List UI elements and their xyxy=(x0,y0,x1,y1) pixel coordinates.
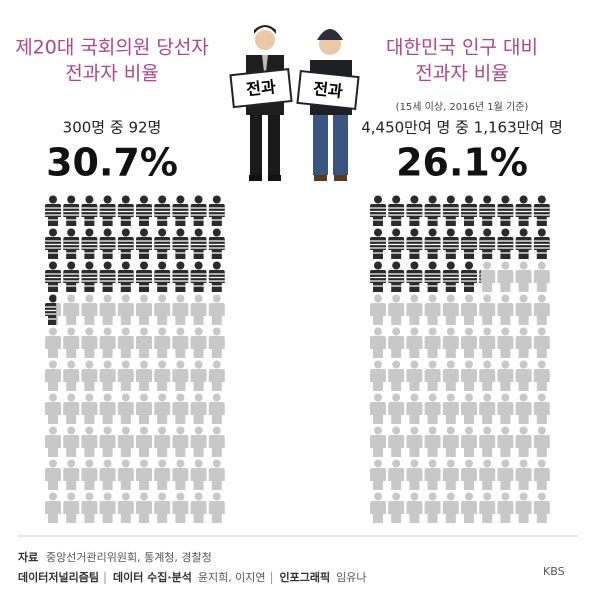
percentage: 26.1% xyxy=(396,141,528,185)
source: 중앙선거관리위원회, 통계청, 경찰청 xyxy=(46,551,212,564)
panel-title: 전과자 비율 xyxy=(65,63,158,85)
pictogram-filled xyxy=(370,195,550,292)
credit-label: 데이터 수집·분석 xyxy=(113,570,192,584)
percentage: 30.7% xyxy=(46,141,178,185)
sign-text: 전과 xyxy=(245,77,277,99)
credit-names: 임유나 xyxy=(336,571,366,584)
count-text: 4,450만여 명 중 1,163만여 명 xyxy=(361,119,563,137)
panel-title: 대한민국 인구 대비 xyxy=(386,37,538,59)
panel-title: 제20대 국회의원 당선자 xyxy=(15,37,209,59)
panel-note: (15세 이상, 2016년 1월 기준) xyxy=(396,101,529,113)
count-text: 300명 중 92명 xyxy=(63,119,162,137)
credit-names: 윤지희, 이지연 xyxy=(198,571,266,584)
source-label: 자료 xyxy=(18,550,38,564)
panel-title: 전과자 비율 xyxy=(415,63,508,85)
sign-text: 전과 xyxy=(312,79,344,101)
credit-label: 인포그래픽 xyxy=(280,570,331,584)
logo: KBS xyxy=(543,565,565,578)
credit-label: 데이터저널리즘팀 xyxy=(18,570,99,584)
figures: 전과 전과 xyxy=(229,25,360,181)
pictogram-filled xyxy=(45,195,225,325)
